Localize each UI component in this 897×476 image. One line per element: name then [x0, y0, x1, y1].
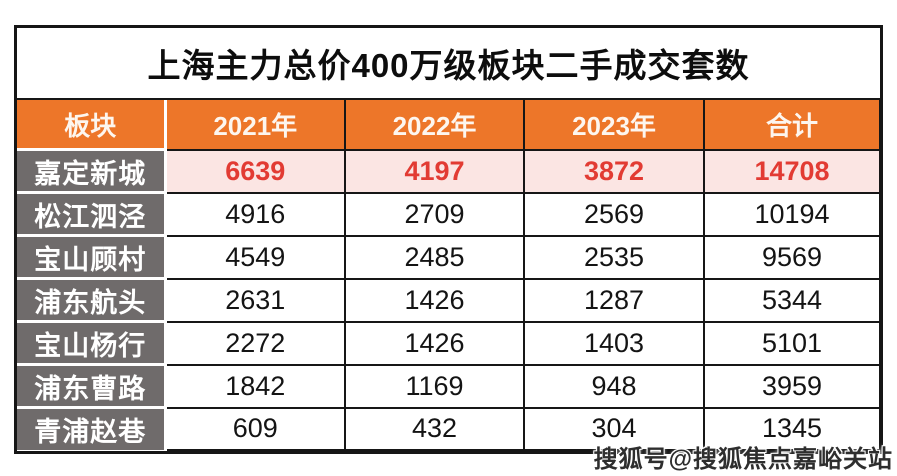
- table-row-baoshanyangxing: 宝山杨行 2272 1426 1403 5101: [17, 320, 881, 366]
- row-header: 青浦赵巷: [17, 406, 167, 450]
- cell-2021: 2272: [164, 320, 346, 366]
- column-header-block: 板块: [17, 100, 167, 151]
- table-row-jiadingxincheng: 嘉定新城 6639 4197 3872 14708: [17, 148, 881, 194]
- row-header: 浦东曹路: [17, 363, 167, 409]
- row-header: 宝山杨行: [17, 320, 167, 366]
- cell-total: 3959: [703, 363, 881, 409]
- column-header-2022: 2022年: [344, 100, 525, 151]
- cell-2021: 4916: [164, 191, 346, 237]
- data-table-container: 上海主力总价400万级板块二手成交套数 板块 2021年 2022年 2023年…: [14, 25, 883, 454]
- column-header-2023: 2023年: [523, 100, 705, 151]
- cell-2023: 948: [523, 363, 705, 409]
- column-header-2021: 2021年: [164, 100, 346, 151]
- cell-2021: 1842: [164, 363, 346, 409]
- cell-total: 14708: [703, 148, 881, 194]
- cell-2022: 2485: [344, 234, 525, 280]
- cell-2023: 2535: [523, 234, 705, 280]
- cell-2023: 304: [523, 406, 705, 451]
- table-row-pudongcaolu: 浦东曹路 1842 1169 948 3959: [17, 363, 881, 409]
- cell-2021: 2631: [164, 277, 346, 323]
- cell-total: 10194: [703, 191, 881, 237]
- header-row: 板块 2021年 2022年 2023年 合计: [17, 100, 881, 151]
- table-title: 上海主力总价400万级板块二手成交套数: [147, 47, 750, 84]
- cell-2021: 6639: [164, 148, 346, 194]
- cell-2022: 2709: [344, 191, 525, 237]
- transactions-table: 板块 2021年 2022年 2023年 合计 嘉定新城 6639 4197 3…: [17, 100, 881, 451]
- cell-total: 1345: [703, 406, 881, 451]
- cell-2023: 1287: [523, 277, 705, 323]
- row-header: 松江泗泾: [17, 191, 167, 237]
- row-header: 宝山顾村: [17, 234, 167, 280]
- cell-total: 5344: [703, 277, 881, 323]
- table-title-bar: 上海主力总价400万级板块二手成交套数: [17, 28, 880, 100]
- column-header-total: 合计: [703, 100, 881, 151]
- cell-2022: 1426: [344, 277, 525, 323]
- table-row-pudonghangtou: 浦东航头 2631 1426 1287 5344: [17, 277, 881, 323]
- cell-total: 9569: [703, 234, 881, 280]
- cell-2022: 432: [344, 406, 525, 451]
- cell-2021: 4549: [164, 234, 346, 280]
- table-row-qingpuzhaoxiang: 青浦赵巷 609 432 304 1345: [17, 406, 881, 451]
- cell-2022: 1169: [344, 363, 525, 409]
- watermark-sohu: 搜狐号@搜狐焦点嘉峪关站: [593, 446, 893, 473]
- table-row-baoshangucun: 宝山顾村 4549 2485 2535 9569: [17, 234, 881, 280]
- cell-2022: 4197: [344, 148, 525, 194]
- row-header: 浦东航头: [17, 277, 167, 323]
- cell-2023: 3872: [523, 148, 705, 194]
- row-header: 嘉定新城: [17, 148, 167, 194]
- cell-2023: 2569: [523, 191, 705, 237]
- cell-total: 5101: [703, 320, 881, 366]
- table-row-songjiangsijing: 松江泗泾 4916 2709 2569 10194: [17, 191, 881, 237]
- cell-2023: 1403: [523, 320, 705, 366]
- cell-2022: 1426: [344, 320, 525, 366]
- cell-2021: 609: [164, 406, 346, 451]
